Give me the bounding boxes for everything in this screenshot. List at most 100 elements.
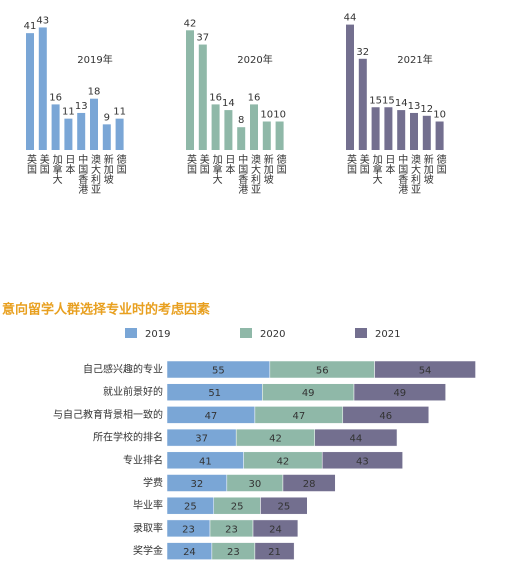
data-label: 32 — [356, 47, 369, 58]
legend-swatch — [355, 328, 367, 338]
data-label: 23 — [182, 524, 195, 535]
bar — [422, 115, 431, 150]
chart-title: 2021年 — [397, 53, 432, 66]
bar — [211, 104, 220, 150]
chart-title: 意向留学人群选择专业时的考虑因素 — [2, 302, 210, 318]
data-label: 25 — [231, 502, 244, 513]
bar — [38, 27, 47, 151]
data-label: 44 — [350, 434, 363, 445]
bar — [262, 121, 271, 150]
bar — [435, 121, 444, 150]
data-label: 13 — [75, 101, 88, 112]
x-tick-label: 新加坡 — [101, 153, 113, 185]
x-tick-label: 英国 — [185, 153, 197, 175]
data-label: 16 — [49, 92, 62, 103]
bar-segment — [260, 496, 308, 515]
data-label: 37 — [196, 33, 209, 44]
bar-segment — [254, 542, 295, 560]
legend-label: 2020 — [260, 329, 285, 340]
x-tick-label: 中国香港 — [396, 153, 408, 194]
x-tick-label: 英国 — [25, 153, 37, 175]
bar — [410, 112, 418, 150]
y-tick-label: 毕业率 — [133, 499, 163, 512]
data-label: 24 — [183, 547, 196, 558]
bar — [186, 30, 194, 150]
legend-label: 2019 — [145, 329, 170, 340]
data-label: 10 — [433, 110, 446, 121]
bar — [51, 104, 60, 150]
x-tick-label: 加拿大 — [210, 154, 222, 185]
bar-segment — [374, 360, 476, 379]
y-tick-label: 学费 — [143, 476, 163, 489]
x-tick-label: 澳大利亚 — [89, 153, 101, 194]
data-label: 25 — [278, 502, 291, 513]
y-tick-label: 自己感兴趣的专业 — [83, 363, 163, 376]
y-tick-label: 奖学金 — [133, 544, 163, 557]
y-tick-label: 录取率 — [133, 521, 163, 534]
x-tick-label: 美国 — [37, 153, 49, 175]
data-label: 13 — [408, 101, 421, 112]
data-label: 23 — [227, 547, 240, 558]
x-tick-label: 新加坡 — [421, 153, 433, 185]
data-label: 14 — [395, 98, 408, 109]
data-label: 47 — [292, 411, 305, 422]
data-label: 47 — [205, 411, 218, 422]
data-label: 37 — [195, 434, 208, 445]
data-label: 14 — [222, 98, 235, 109]
data-label: 32 — [191, 479, 204, 490]
data-label: 30 — [249, 479, 262, 490]
x-tick-label: 美国 — [197, 153, 209, 175]
data-label: 49 — [393, 388, 406, 399]
x-tick-label: 澳大利亚 — [249, 153, 261, 194]
data-label: 24 — [269, 524, 282, 535]
x-tick-label: 德国 — [434, 153, 446, 175]
data-label: 16 — [209, 92, 222, 103]
data-label: 42 — [184, 18, 197, 29]
y-tick-label: 所在学校的排名 — [93, 431, 163, 444]
data-label: 21 — [268, 547, 281, 558]
legend-label: 2021 — [375, 329, 400, 340]
bar — [198, 44, 207, 150]
data-label: 12 — [420, 104, 433, 115]
bar — [115, 118, 124, 150]
x-tick-label: 中国香港 — [236, 153, 248, 194]
data-label: 43 — [356, 456, 369, 467]
data-label: 41 — [199, 456, 212, 467]
bar-segment — [314, 428, 398, 447]
data-label: 49 — [302, 388, 315, 399]
data-label: 54 — [419, 366, 432, 377]
x-tick-label: 英国 — [345, 153, 357, 175]
bar — [26, 33, 34, 150]
legend-swatch — [240, 328, 252, 338]
bar — [275, 121, 284, 150]
x-tick-label: 日本 — [223, 154, 235, 175]
x-tick-label: 德国 — [274, 153, 286, 175]
bar — [77, 112, 86, 150]
data-label: 43 — [36, 15, 49, 26]
data-label: 28 — [303, 479, 316, 490]
y-tick-label: 专业排名 — [123, 453, 163, 466]
bar — [250, 104, 258, 150]
x-tick-label: 日本 — [63, 154, 75, 175]
data-label: 44 — [344, 13, 357, 24]
bar — [358, 58, 367, 150]
bar — [64, 118, 73, 150]
bar-segment — [282, 474, 336, 492]
bar — [384, 107, 393, 150]
bar-segment — [353, 383, 446, 401]
legend-swatch — [125, 328, 137, 338]
y-tick-label: 就业前景好的 — [103, 385, 163, 398]
x-tick-label: 日本 — [383, 154, 395, 175]
bar-segment — [342, 406, 430, 424]
data-label: 8 — [238, 115, 244, 126]
x-tick-label: 新加坡 — [261, 153, 273, 185]
data-label: 25 — [184, 502, 197, 513]
x-tick-label: 加拿大 — [370, 154, 382, 185]
data-label: 46 — [379, 411, 392, 422]
x-tick-label: 中国香港 — [76, 153, 88, 194]
data-label: 51 — [208, 388, 221, 399]
data-label: 55 — [212, 366, 225, 377]
data-label: 9 — [104, 112, 110, 123]
data-label: 15 — [369, 95, 382, 106]
data-label: 18 — [88, 87, 101, 98]
